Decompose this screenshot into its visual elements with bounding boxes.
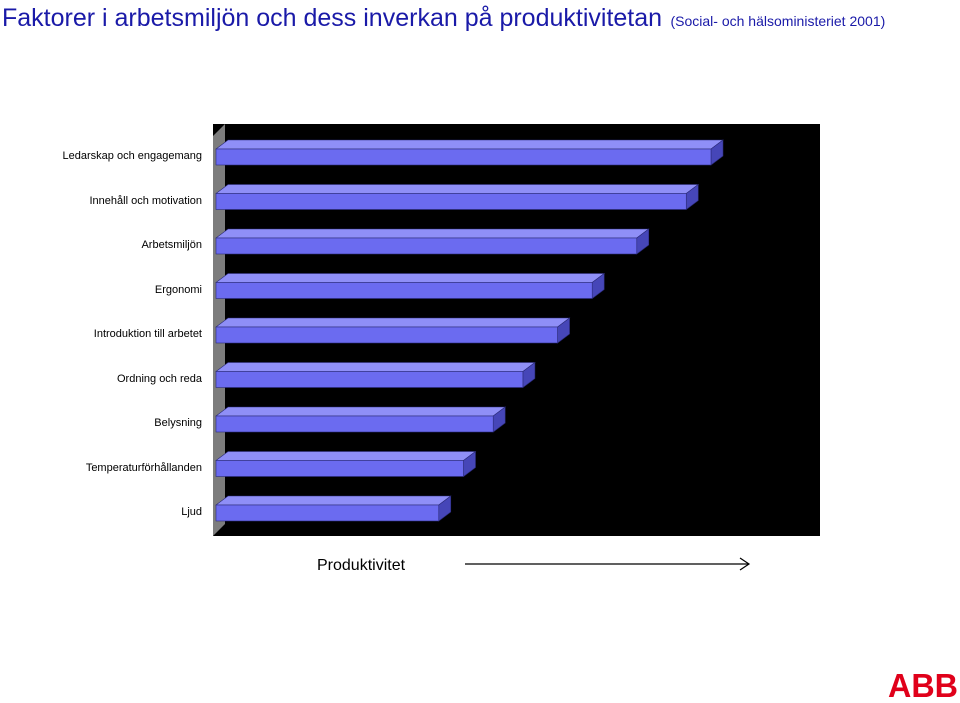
category-label: Belysning bbox=[154, 417, 202, 429]
bar bbox=[215, 237, 638, 255]
svg-text:ABB: ABB bbox=[888, 669, 958, 699]
category-label: Innehåll och motivation bbox=[89, 194, 202, 207]
bar bbox=[215, 193, 687, 210]
x-axis-label: Produktivitet bbox=[317, 557, 406, 574]
category-label: Ljud bbox=[181, 506, 202, 518]
bar-top bbox=[215, 317, 571, 328]
bar-top bbox=[215, 451, 477, 461]
bar-top bbox=[215, 495, 452, 506]
bar bbox=[215, 148, 712, 166]
bar-top bbox=[215, 406, 507, 417]
category-label: Temperaturförhållanden bbox=[85, 461, 202, 474]
bar-top bbox=[215, 139, 724, 150]
category-label: Introduktion till arbetet bbox=[93, 328, 202, 340]
arrow-right-icon bbox=[465, 557, 751, 571]
bar bbox=[215, 282, 593, 299]
chart-title: Faktorer i arbetsmiljön och dess inverka… bbox=[2, 4, 663, 32]
bar-top bbox=[215, 273, 606, 283]
abb-logo: ABB bbox=[888, 669, 958, 699]
chart-source: (Social- och hälsoministeriet 2001) bbox=[670, 13, 886, 29]
bar-top bbox=[215, 184, 700, 194]
bar bbox=[215, 326, 558, 344]
category-label: Ledarskap och engagemang bbox=[62, 150, 202, 162]
bar bbox=[215, 460, 464, 477]
bar bbox=[215, 415, 494, 433]
bar-top bbox=[215, 362, 536, 372]
bar-top bbox=[215, 228, 650, 239]
bar bbox=[215, 504, 440, 522]
category-label: Ordning och reda bbox=[117, 372, 202, 385]
chart-title-line: Faktorer i arbetsmiljön och dess inverka… bbox=[2, 4, 885, 33]
category-label: Ergonomi bbox=[154, 283, 202, 296]
category-label: Arbetsmiljön bbox=[141, 239, 202, 251]
bar bbox=[215, 371, 524, 388]
